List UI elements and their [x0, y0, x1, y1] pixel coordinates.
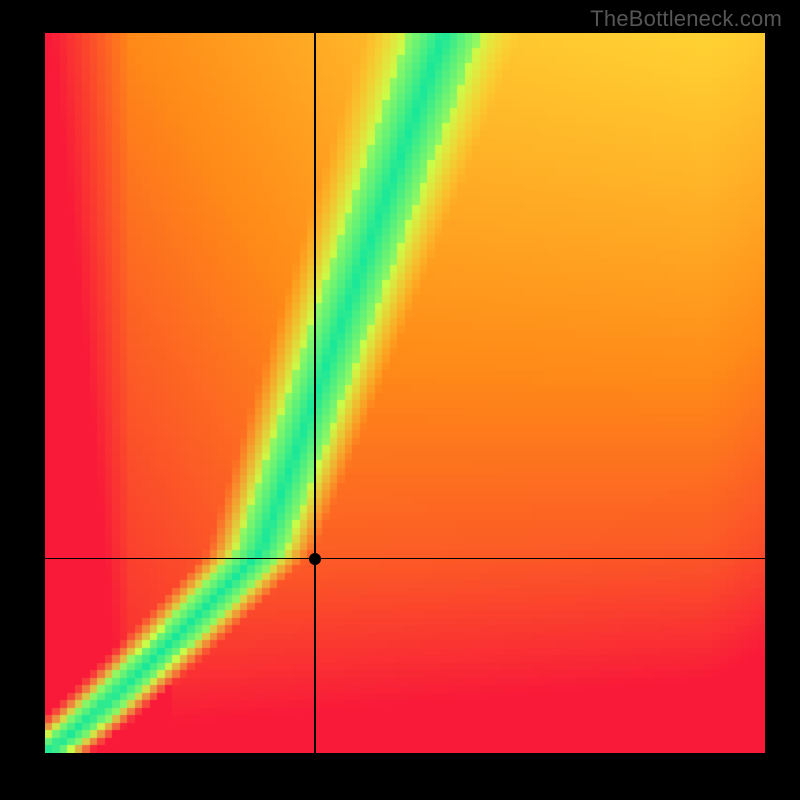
heatmap-canvas	[45, 33, 765, 753]
plot-area	[45, 33, 765, 753]
crosshair-horizontal	[45, 558, 765, 559]
marker-dot	[309, 553, 321, 565]
crosshair-vertical	[314, 33, 315, 753]
watermark-text: TheBottleneck.com	[590, 6, 782, 32]
chart-container: TheBottleneck.com	[0, 0, 800, 800]
